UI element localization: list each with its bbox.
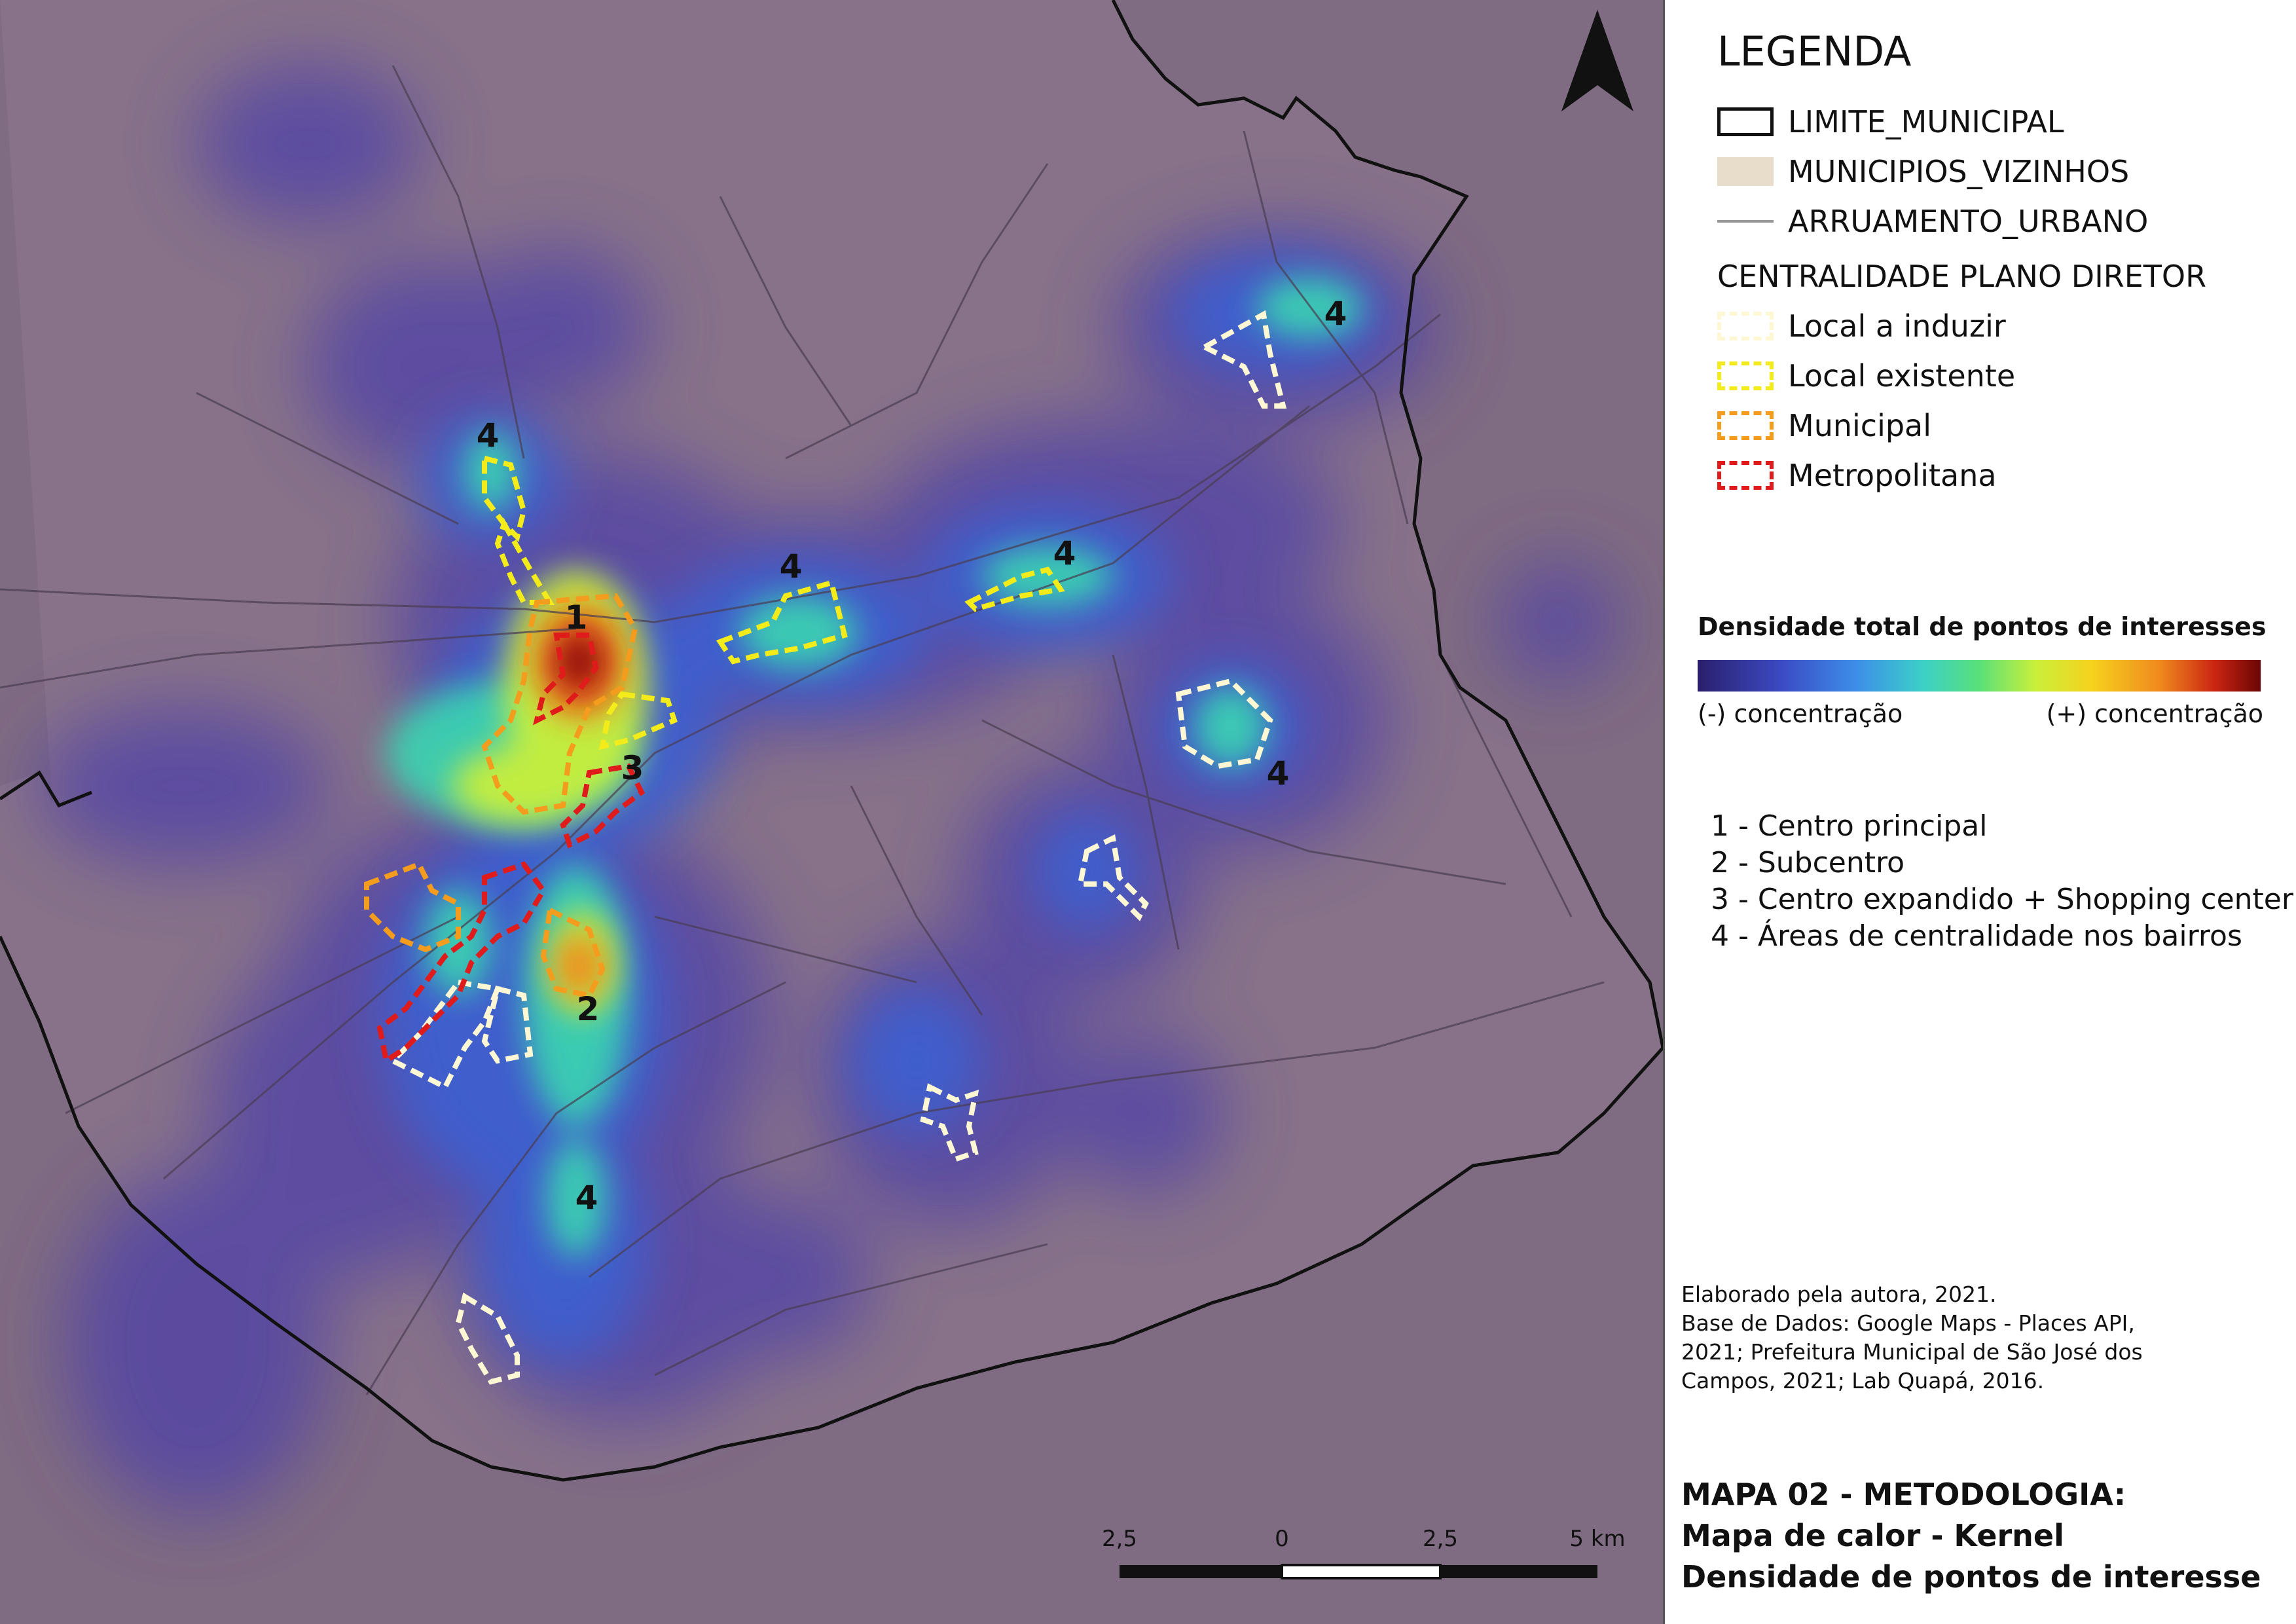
north-arrow-icon — [1561, 10, 1633, 111]
zone-label-4-center: 4 — [780, 547, 803, 585]
legend-local-induzir-label: Local a induzir — [1788, 308, 2006, 344]
category-3: 3 - Centro expandido + Shopping center — [1711, 883, 2293, 916]
local-induzir-swatch — [1717, 312, 1774, 341]
legend-centralidade-title: CENTRALIDADE PLANO DIRETOR — [1717, 259, 2207, 294]
scale-label-right: 5 km — [1569, 1526, 1626, 1552]
scale-label-zero: 0 — [1275, 1526, 1289, 1552]
scale-label-mid: 2,5 — [1422, 1526, 1459, 1552]
centralidade-local-a-induzir — [388, 310, 1287, 1385]
density-title: Densidade total de pontos de interesses — [1698, 612, 2267, 641]
legend-local-existente-label: Local existente — [1788, 358, 2016, 394]
scale-bar: 2,5 0 2,5 5 km — [1102, 1526, 1626, 1598]
zone-label-2: 2 — [577, 990, 600, 1028]
heatmap-map[interactable]: 1 2 3 4 4 4 4 4 4 — [0, 0, 1663, 1624]
legend-row-metropolitana: Metropolitana — [1717, 456, 1997, 495]
heat-layer-peak — [548, 623, 611, 699]
street-network — [0, 65, 1605, 1395]
municipal-swatch — [1717, 411, 1774, 440]
zone-label-1: 1 — [565, 599, 588, 637]
map-title-line-2: Mapa de calor - Kernel — [1681, 1518, 2064, 1553]
municipal-boundary — [0, 0, 1663, 1482]
credits-line-2: Base de Dados: Google Maps - Places API, — [1681, 1310, 2135, 1336]
credits-line-4: Campos, 2021; Lab Quapá, 2016. — [1681, 1368, 2045, 1393]
credits-line-3: 2021; Prefeitura Municipal de São José d… — [1681, 1339, 2143, 1365]
centralidade-metropolitana — [376, 633, 646, 1065]
zone-label-4-north: 4 — [477, 416, 500, 454]
zone-label-4-east: 4 — [1053, 534, 1076, 572]
legend-row-limite: LIMITE_MUNICIPAL — [1717, 102, 2064, 141]
legend-municipal-label: Municipal — [1788, 408, 1932, 443]
zone-label-4-south: 4 — [575, 1179, 598, 1217]
legend-arruamento-label: ARRUAMENTO_URBANO — [1788, 204, 2149, 239]
scale-label-left: 2,5 — [1101, 1526, 1138, 1552]
legend-vizinhos-label: MUNICIPIOS_VIZINHOS — [1788, 154, 2130, 189]
river-boundary — [0, 770, 92, 808]
map-title-line-1: MAPA 02 - METODOLOGIA: — [1681, 1477, 2126, 1512]
legend-panel: LEGENDA LIMITE_MUNICIPAL MUNICIPIOS_VIZI… — [1663, 0, 2296, 1624]
map-frame[interactable]: 1 2 3 4 4 4 4 4 4 — [0, 0, 1663, 1624]
category-4: 4 - Áreas de centralidade nos bairros — [1711, 919, 2242, 953]
local-existente-swatch — [1717, 361, 1774, 390]
centralidade-municipal — [364, 593, 638, 999]
legend-row-local-induzir: Local a induzir — [1717, 306, 2006, 346]
zone-label-4-northeast: 4 — [1324, 295, 1347, 333]
arruamento-swatch — [1717, 220, 1774, 223]
category-1: 1 - Centro principal — [1711, 809, 1988, 843]
metropolitana-swatch — [1717, 461, 1774, 490]
density-min-label: (-) concentração — [1698, 699, 1903, 728]
limite-swatch — [1717, 107, 1774, 136]
zone-label-4-southeast: 4 — [1267, 754, 1290, 792]
credits: Elaborado pela autora, 2021. Base de Dad… — [1681, 1280, 2270, 1395]
legend-metropolitana-label: Metropolitana — [1788, 458, 1997, 493]
density-color-ramp — [1698, 660, 2261, 692]
map-title-line-3: Densidade de pontos de interesse — [1681, 1559, 2261, 1595]
legend-row-local-existente: Local existente — [1717, 356, 2015, 396]
credits-line-1: Elaborado pela autora, 2021. — [1681, 1282, 1997, 1307]
centralidade-local-existente — [482, 454, 1065, 750]
legend-title: LEGENDA — [1717, 28, 1912, 75]
legend-row-vizinhos: MUNICIPIOS_VIZINHOS — [1717, 152, 2129, 191]
category-2: 2 - Subcentro — [1711, 846, 1905, 879]
legend-limite-label: LIMITE_MUNICIPAL — [1788, 104, 2064, 139]
legend-row-municipal: Municipal — [1717, 406, 1931, 445]
density-max-label: (+) concentração — [2046, 699, 2263, 728]
vizinhos-swatch — [1717, 157, 1774, 186]
zone-label-3: 3 — [621, 749, 644, 787]
legend-row-arruamento: ARRUAMENTO_URBANO — [1717, 202, 2148, 241]
scale-bar-graphic — [1120, 1564, 1597, 1579]
